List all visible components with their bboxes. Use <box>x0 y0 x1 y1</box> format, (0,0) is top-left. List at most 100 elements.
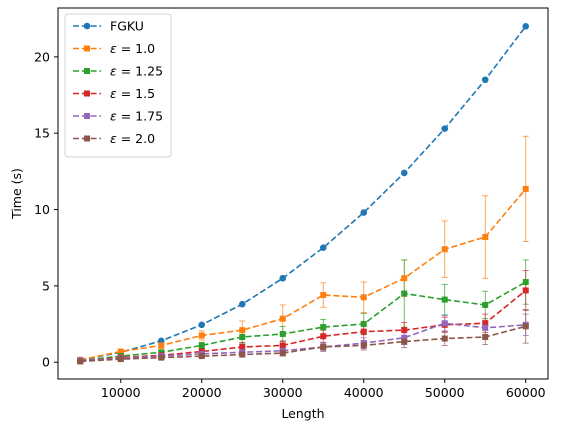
data-point <box>117 348 124 355</box>
data-point <box>441 335 448 342</box>
legend-item: ε = 1.0 <box>73 41 155 56</box>
series-group <box>77 320 529 364</box>
data-point <box>360 321 367 328</box>
data-point <box>239 351 246 358</box>
legend-item: ε = 2.0 <box>73 131 155 146</box>
legend-label: ε = 1.5 <box>110 86 155 101</box>
data-point <box>482 301 489 308</box>
data-point <box>522 323 529 330</box>
data-point <box>320 343 327 350</box>
series-line <box>80 188 527 361</box>
data-point <box>400 169 408 177</box>
data-point <box>158 349 165 356</box>
x-tick-label: 10000 <box>101 385 141 400</box>
plot-area-frame <box>57 7 549 380</box>
x-tick-label: 40000 <box>344 385 384 400</box>
data-point <box>401 334 408 341</box>
data-point <box>239 327 246 334</box>
data-point <box>522 185 529 192</box>
data-point <box>279 330 286 337</box>
x-axis-ticks: 10000 20000 30000 40000 50000 60000 <box>101 379 546 400</box>
legend-label: ε = 1.0 <box>110 41 155 56</box>
data-point <box>319 244 327 251</box>
data-point <box>482 320 489 327</box>
data-point <box>198 332 205 339</box>
x-axis-label: Length <box>281 406 324 421</box>
legend-item: ε = 1.5 <box>73 86 155 101</box>
y-tick-label: 10 <box>34 202 50 217</box>
legend-item: ε = 1.25 <box>73 64 163 79</box>
x-tick-label: 20000 <box>182 385 222 400</box>
data-point <box>522 279 529 286</box>
x-tick-label: 50000 <box>425 385 465 400</box>
data-point <box>320 324 327 331</box>
data-point <box>279 315 286 322</box>
data-point <box>198 342 205 349</box>
data-point <box>360 209 368 216</box>
data-point <box>360 294 367 301</box>
x-tick-label: 30000 <box>263 385 303 400</box>
data-point <box>482 324 489 331</box>
legend-item: ε = 1.75 <box>73 109 163 124</box>
data-point <box>198 321 206 329</box>
series-group <box>77 185 529 363</box>
legend-swatch-marker <box>84 68 90 74</box>
data-point <box>401 290 408 297</box>
y-axis-ticks: 0 5 10 15 20 <box>34 49 58 370</box>
legend-label: ε = 2.0 <box>110 131 155 146</box>
data-point <box>401 338 408 345</box>
legend-box <box>64 13 172 158</box>
data-point <box>360 328 367 335</box>
series-group <box>77 323 529 365</box>
y-tick-label: 0 <box>42 355 50 370</box>
legend-item: FGKU <box>73 19 144 34</box>
legend: FGKU ε = 1.0 ε = 1.25 ε = 1.5 ε = 1.75 ε = 2.… <box>64 13 172 158</box>
data-point <box>401 275 408 282</box>
data-point <box>441 125 449 132</box>
data-point <box>279 274 287 282</box>
data-point <box>482 234 489 241</box>
legend-swatch-marker <box>84 90 90 97</box>
data-point <box>441 320 448 327</box>
data-point <box>320 292 327 299</box>
data-point <box>238 300 246 308</box>
data-point <box>279 350 286 357</box>
data-point <box>441 246 448 253</box>
data-point <box>279 342 286 349</box>
y-tick-label: 20 <box>34 49 50 64</box>
data-point <box>158 342 165 349</box>
legend-swatch-marker <box>84 135 90 142</box>
legend-swatch-marker <box>83 22 91 30</box>
legend-label: FGKU <box>110 19 144 34</box>
data-point <box>481 76 489 84</box>
data-point <box>522 23 530 30</box>
data-point <box>320 333 327 340</box>
series-group <box>77 279 529 364</box>
legend-label: ε = 1.25 <box>110 64 163 79</box>
legend-swatch-marker <box>84 45 90 52</box>
series-line <box>80 325 526 363</box>
legend-swatch-marker <box>84 113 90 119</box>
y-tick-label: 5 <box>42 278 50 293</box>
series-line <box>80 25 527 361</box>
y-tick-label: 15 <box>34 126 50 141</box>
series-line <box>80 322 526 362</box>
data-point <box>401 327 408 334</box>
data-point <box>360 342 367 349</box>
series-layer <box>76 23 530 365</box>
data-point <box>441 296 448 303</box>
data-point <box>77 358 84 365</box>
data-point <box>158 354 165 361</box>
data-point <box>522 287 529 294</box>
y-axis-label: Time (s) <box>9 168 24 220</box>
data-point <box>482 334 489 341</box>
data-point <box>198 353 205 360</box>
data-point <box>117 356 124 363</box>
legend-label: ε = 1.75 <box>110 109 163 124</box>
error-bars-layer <box>77 135 529 363</box>
series-line <box>80 281 527 362</box>
x-tick-label: 60000 <box>506 385 546 400</box>
data-point <box>239 343 246 350</box>
